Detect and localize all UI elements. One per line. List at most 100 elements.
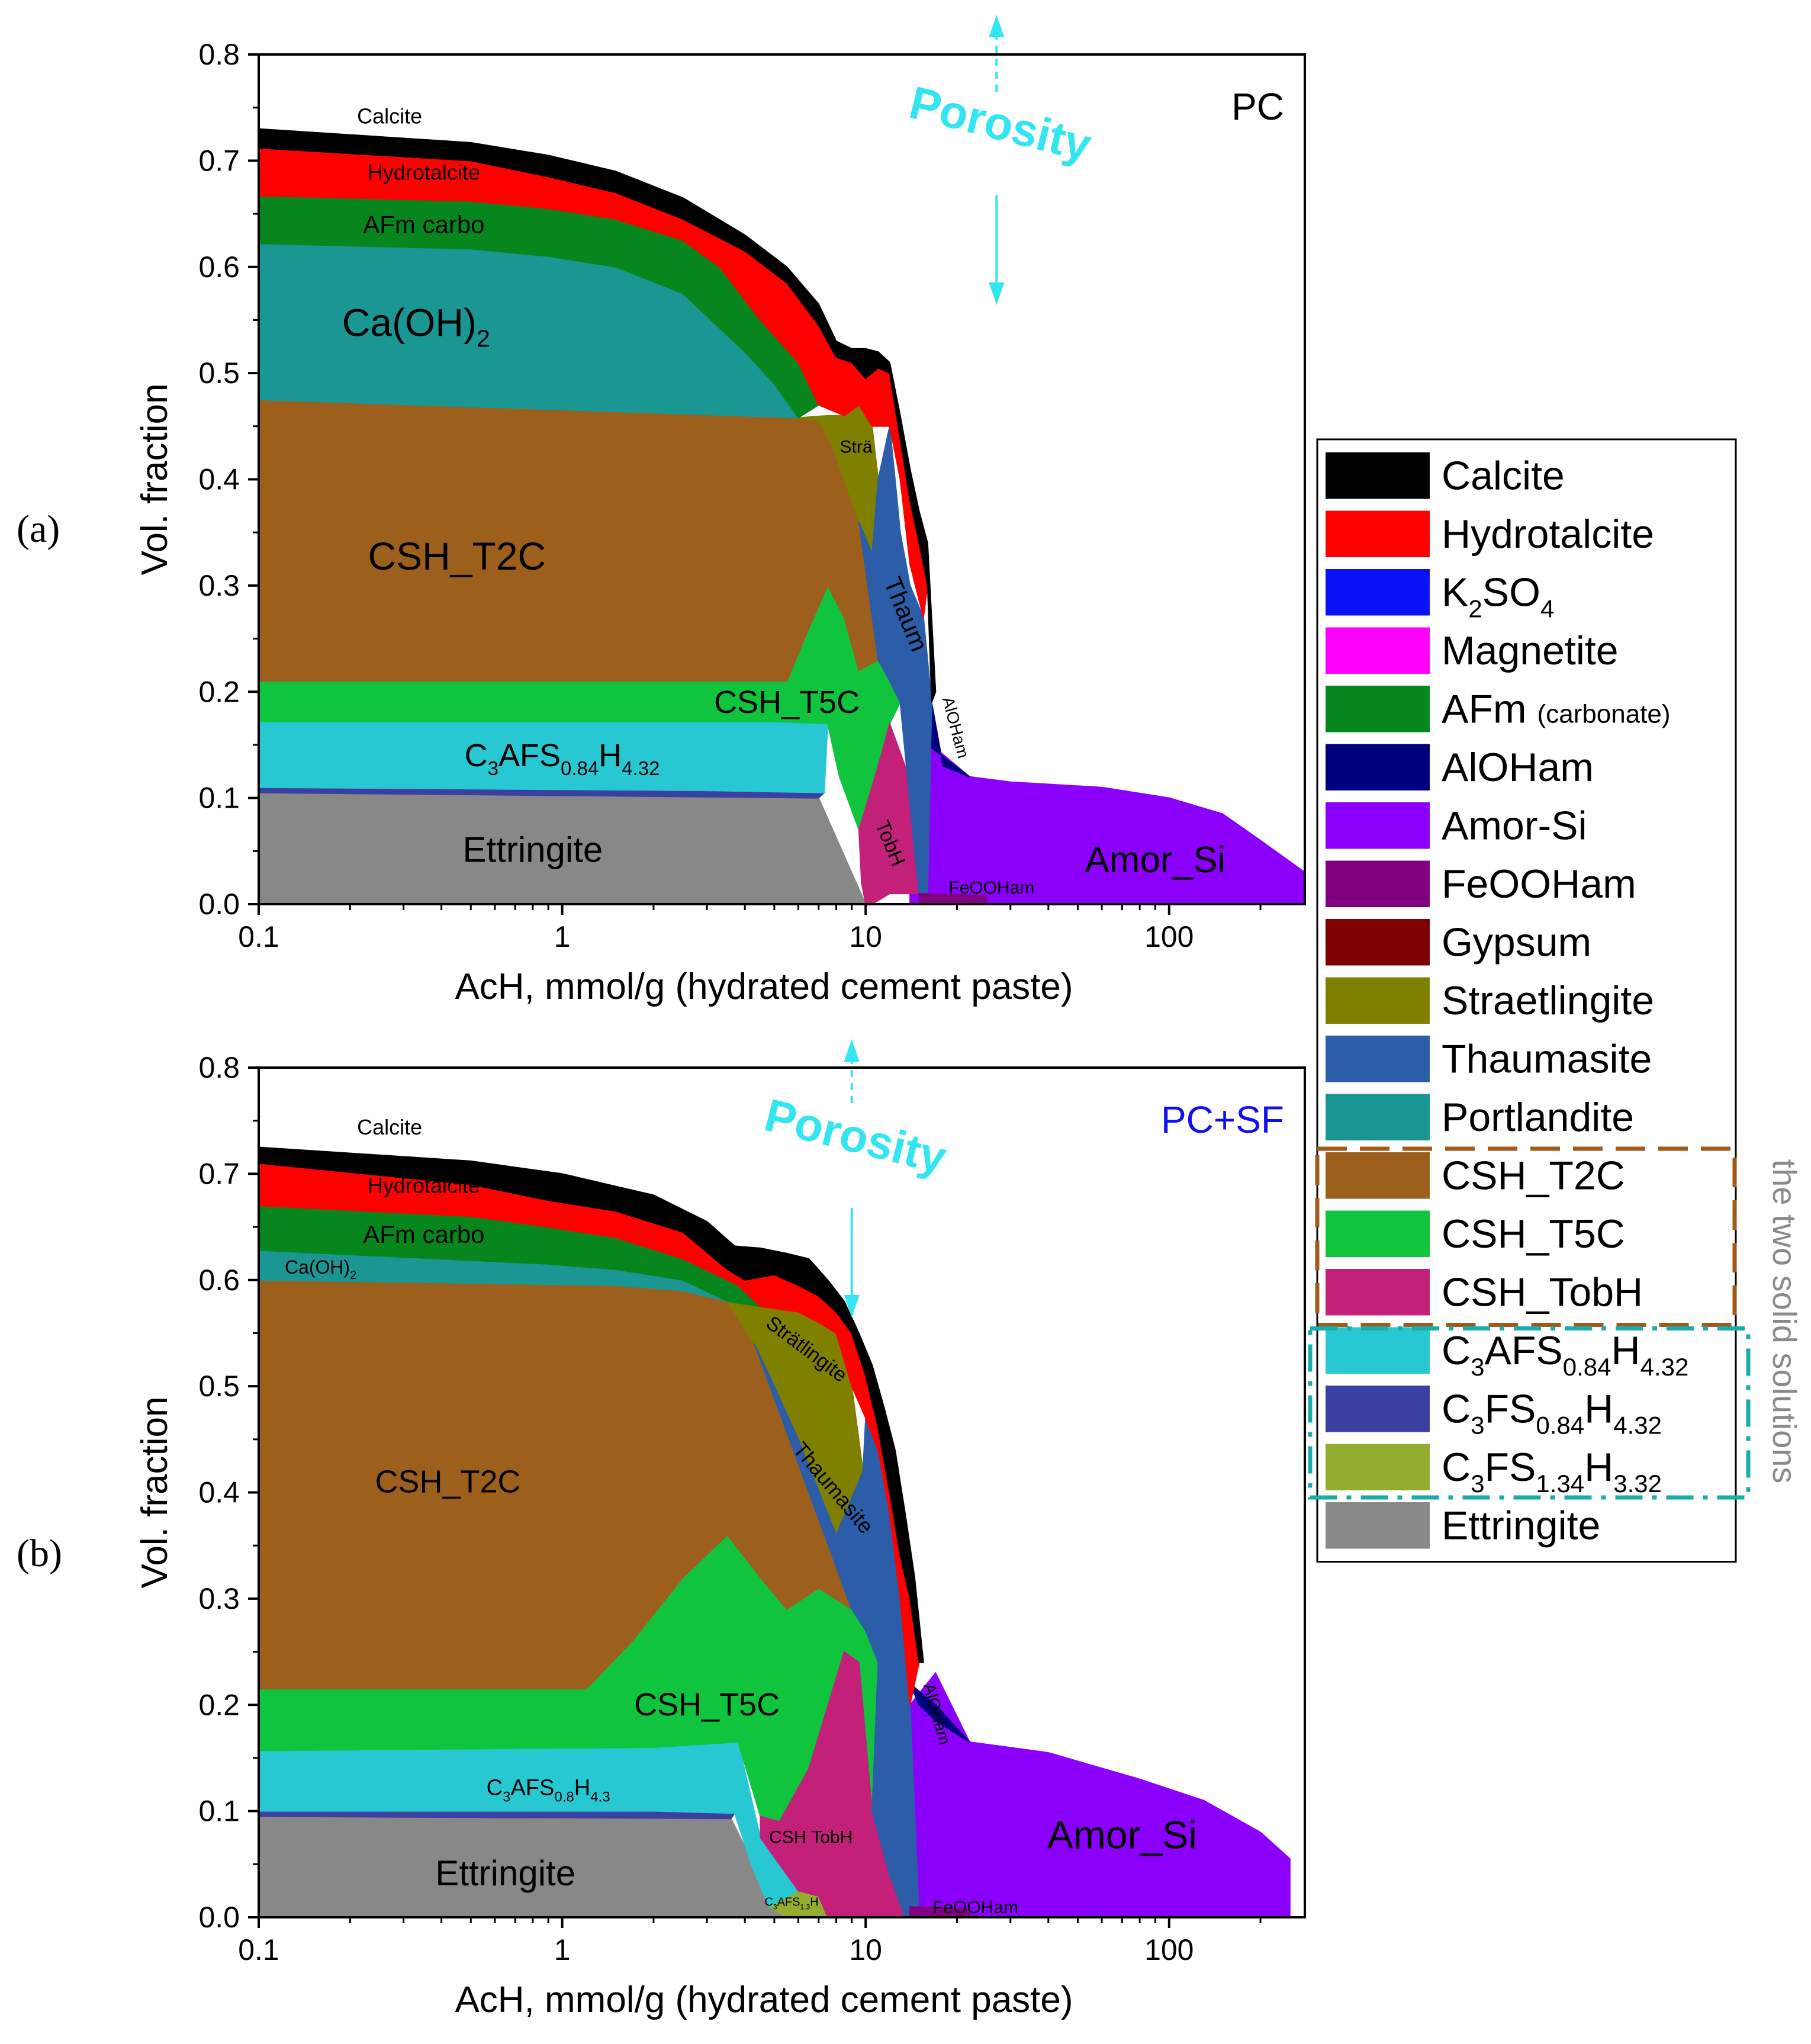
legend-swatch xyxy=(1326,569,1430,616)
y-tick-label: 0.6 xyxy=(198,250,240,284)
area-label: CSH_T2C xyxy=(375,1464,520,1500)
y-axis-title: Vol. fraction xyxy=(134,1397,175,1589)
area-label: Amor_Si xyxy=(1047,1812,1197,1856)
area-aloham xyxy=(909,1683,970,1743)
area-label: AFm carbo xyxy=(363,1220,484,1248)
legend-label: Gypsum xyxy=(1442,920,1591,965)
area-label: FeOOHam xyxy=(932,1898,1018,1917)
legend-label: Calcite xyxy=(1442,454,1565,499)
panel-title: PC xyxy=(1231,85,1284,128)
area-label: CSH_T5C xyxy=(714,684,860,720)
area-label: Amor_Si xyxy=(1085,840,1225,880)
legend-label: Ettringite xyxy=(1442,1503,1600,1548)
panel-title: PC+SF xyxy=(1161,1098,1284,1141)
y-tick-label: 0.0 xyxy=(198,888,240,921)
y-tick-label: 0.5 xyxy=(198,356,240,390)
y-tick-label: 0.2 xyxy=(198,675,240,708)
legend-label: AFm (carbonate) xyxy=(1442,687,1671,732)
legend-swatch xyxy=(1326,744,1430,790)
legend-label: Magnetite xyxy=(1442,628,1619,673)
panel-tag: (b) xyxy=(17,1532,62,1575)
area-label: C3AFS1.3H xyxy=(764,1895,818,1911)
y-tick-label: 0.1 xyxy=(198,1795,240,1828)
area-label: Ettringite xyxy=(463,830,603,869)
legend-swatch xyxy=(1326,1094,1430,1140)
area-label: Hydrotalcite xyxy=(368,160,480,185)
y-tick-label: 0.6 xyxy=(198,1264,240,1297)
legend-swatch xyxy=(1326,802,1430,849)
y-tick-label: 0.5 xyxy=(198,1370,240,1403)
legend-label: C3AFS0.84H4.32 xyxy=(1442,1328,1688,1381)
x-tick-label: 1 xyxy=(554,920,571,953)
legend-label: CSH_T2C xyxy=(1442,1153,1625,1198)
y-axis-title: Vol. fraction xyxy=(134,384,175,576)
area-feooham xyxy=(918,893,987,904)
panel-tag: (a) xyxy=(17,507,60,551)
area-thaumasite xyxy=(858,426,932,895)
y-tick-label: 0.4 xyxy=(198,463,240,496)
legend-swatch xyxy=(1326,452,1430,499)
y-tick-label: 0.8 xyxy=(198,38,240,71)
legend-swatch xyxy=(1326,1386,1430,1432)
legend-label: K2SO4 xyxy=(1442,570,1554,623)
legend-swatch xyxy=(1326,1269,1430,1316)
area-label: Ettringite xyxy=(435,1853,575,1893)
area-label: CSH TobH xyxy=(769,1827,853,1847)
x-tick-label: 0.1 xyxy=(238,1933,279,1966)
legend-label: Thaumasite xyxy=(1442,1037,1652,1082)
x-tick-label: 10 xyxy=(849,920,882,953)
area-calcite xyxy=(259,1146,924,1663)
x-tick-label: 100 xyxy=(1144,920,1194,953)
area-label: Strä xyxy=(840,438,873,457)
area-feooham xyxy=(909,1906,970,1917)
porosity-arrow xyxy=(844,1039,860,1317)
area-label: AFm carbo xyxy=(363,210,484,238)
area-label: Ca(OH)2 xyxy=(285,1256,356,1282)
legend-label: CSH_T5C xyxy=(1442,1211,1625,1256)
x-tick-label: 10 xyxy=(849,1933,882,1966)
area-csh_t2c xyxy=(259,398,890,682)
legend-swatch xyxy=(1326,686,1430,732)
legend-swatch xyxy=(1326,1036,1430,1082)
legend-swatch xyxy=(1326,627,1430,674)
area-label: CSH_T5C xyxy=(634,1687,780,1722)
area-label: Hydrotalcite xyxy=(368,1174,480,1198)
y-tick-label: 0.3 xyxy=(198,1582,240,1615)
x-tick-label: 1 xyxy=(554,1933,571,1966)
legend-label: FeOOHam xyxy=(1442,862,1636,907)
legend-label: AlOHam xyxy=(1442,745,1594,790)
area-label: C3AFS0.8H4.3 xyxy=(487,1776,610,1805)
area-label: FeOOHam xyxy=(948,878,1034,898)
area-label: CSH_T2C xyxy=(368,534,546,578)
area-label: Calcite xyxy=(357,104,422,128)
y-tick-label: 0.2 xyxy=(198,1688,240,1721)
legend-swatch xyxy=(1326,1444,1430,1490)
legend-swatch xyxy=(1326,510,1430,557)
x-tick-label: 0.1 xyxy=(238,920,279,953)
legend-label: Hydrotalcite xyxy=(1442,512,1654,557)
area-label: Ca(OH)2 xyxy=(342,300,490,352)
legend-swatch xyxy=(1326,1210,1430,1257)
legend: Calcite Hydrotalcite K2SO4 Magnetite AFm (car… xyxy=(1308,438,1803,1563)
y-tick-label: 0.0 xyxy=(198,1901,240,1934)
area-label: C3AFS0.84H4.32 xyxy=(465,738,660,779)
legend-label: C3FS0.84H4.32 xyxy=(1442,1387,1662,1439)
legend-label: CSH_TobH xyxy=(1442,1270,1643,1315)
legend-swatch xyxy=(1326,860,1430,907)
area-series xyxy=(259,1146,1291,1917)
area-calcite xyxy=(259,128,937,703)
legend-label: Amor-Si xyxy=(1442,804,1587,849)
solid-solution-box-c3afs xyxy=(1308,1326,1751,1500)
y-tick-label: 0.4 xyxy=(198,1476,240,1509)
legend-swatch xyxy=(1326,1152,1430,1199)
y-tick-label: 0.1 xyxy=(198,782,240,815)
x-axis-title: AcH, mmol/g (hydrated cement paste) xyxy=(455,966,1073,1007)
legend-label: Straetlingite xyxy=(1442,978,1654,1023)
x-axis-title: AcH, mmol/g (hydrated cement paste) xyxy=(455,1979,1073,2020)
legend-swatch xyxy=(1326,919,1430,966)
area-label: Calcite xyxy=(357,1115,422,1139)
solid-solutions-note: the two solid solutions xyxy=(1766,1159,1803,1484)
legend-swatch xyxy=(1326,977,1430,1024)
